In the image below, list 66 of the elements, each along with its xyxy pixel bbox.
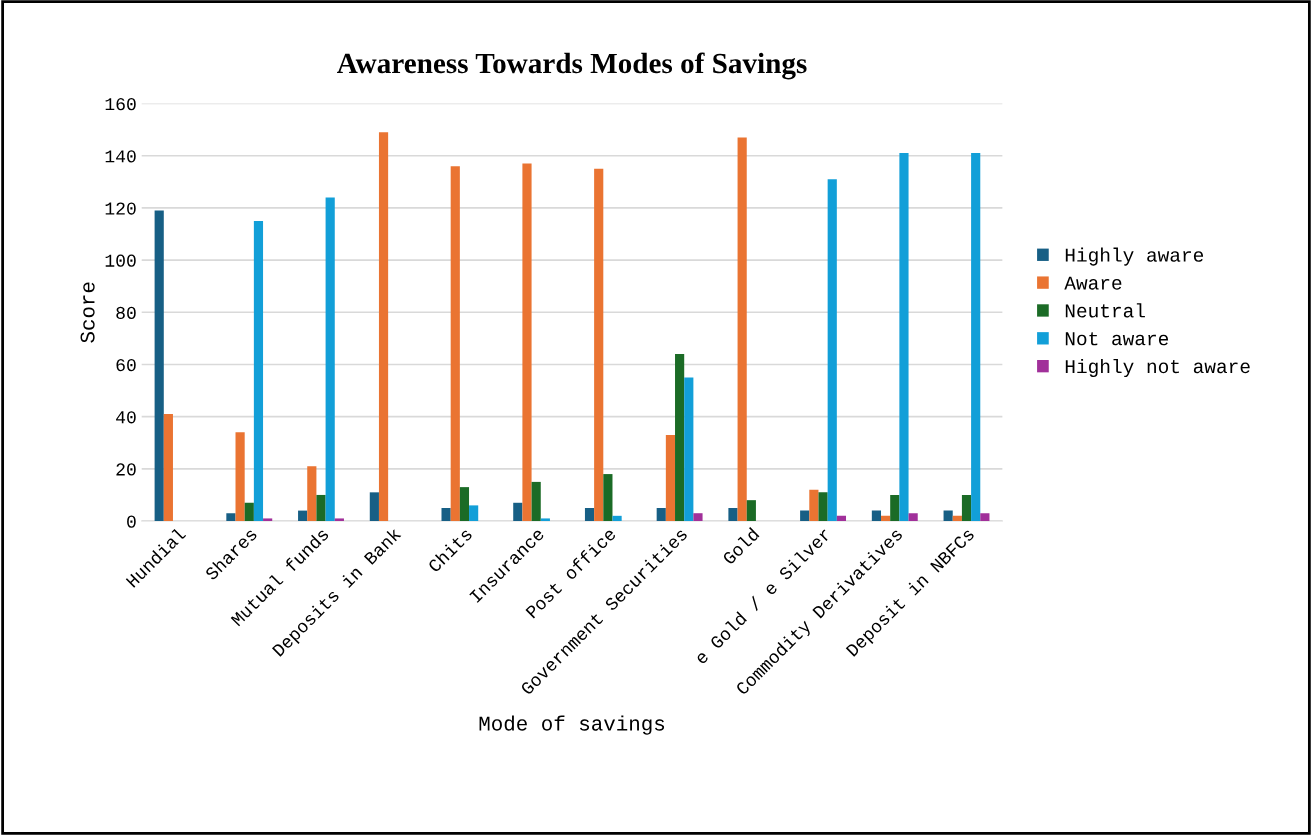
bar	[899, 153, 909, 522]
bar	[908, 513, 918, 522]
bar	[881, 515, 891, 522]
bar	[818, 492, 828, 522]
legend-label: Not aware	[1065, 332, 1169, 346]
y-tick-label: 40	[116, 411, 136, 424]
bar	[244, 502, 254, 522]
bar	[584, 507, 595, 522]
y-tick-label: 120	[105, 202, 136, 215]
bar	[890, 494, 900, 522]
bar	[378, 132, 389, 522]
bar	[665, 434, 676, 522]
legend-label: Aware	[1064, 276, 1122, 290]
legend-label: Highly not aware	[1065, 358, 1250, 378]
y-tick-label: 100	[105, 254, 136, 267]
bar	[369, 492, 379, 522]
bar	[827, 179, 837, 522]
x-axis-title: Mode of savings	[479, 715, 665, 735]
bar	[943, 510, 953, 522]
y-tick-label: 0	[127, 515, 136, 528]
bar	[693, 513, 703, 522]
bar	[871, 510, 882, 522]
y-tick-label: 160	[105, 98, 136, 111]
bar	[531, 481, 541, 522]
bar	[253, 220, 264, 522]
bar	[800, 510, 810, 522]
bar	[540, 518, 550, 522]
y-axis-title: Score	[80, 282, 95, 343]
bar	[307, 466, 317, 522]
bar	[728, 507, 738, 522]
bar	[737, 137, 747, 522]
bar	[980, 513, 990, 522]
bar	[226, 513, 236, 522]
bar	[459, 487, 470, 522]
bar	[163, 414, 173, 522]
chart-title: Awareness Towards Modes of Savings	[337, 52, 807, 80]
legend-label: Neutral	[1065, 303, 1145, 318]
bar	[316, 494, 326, 522]
y-tick-label: 80	[116, 306, 136, 320]
bar	[746, 500, 756, 522]
bar	[809, 489, 819, 522]
bar	[154, 210, 164, 522]
bar	[522, 163, 532, 522]
bar	[513, 502, 523, 522]
bar	[441, 507, 451, 522]
bar	[469, 505, 479, 522]
bar	[656, 507, 666, 522]
bar	[675, 354, 685, 522]
bar	[952, 515, 962, 522]
bar	[235, 432, 245, 522]
bar	[971, 153, 981, 522]
bar	[263, 518, 273, 522]
y-tick-label: 20	[116, 463, 136, 476]
bar	[450, 166, 460, 522]
bar	[298, 510, 308, 522]
y-tick-label: 140	[105, 150, 136, 163]
bar	[612, 515, 622, 522]
bar	[334, 518, 344, 522]
bar	[684, 377, 694, 522]
bar	[836, 515, 847, 522]
legend-label: Highly aware	[1065, 247, 1204, 266]
bar	[961, 494, 972, 522]
bar	[594, 168, 604, 522]
y-tick-label: 60	[116, 358, 136, 372]
bar	[325, 197, 335, 522]
bar	[603, 474, 613, 522]
